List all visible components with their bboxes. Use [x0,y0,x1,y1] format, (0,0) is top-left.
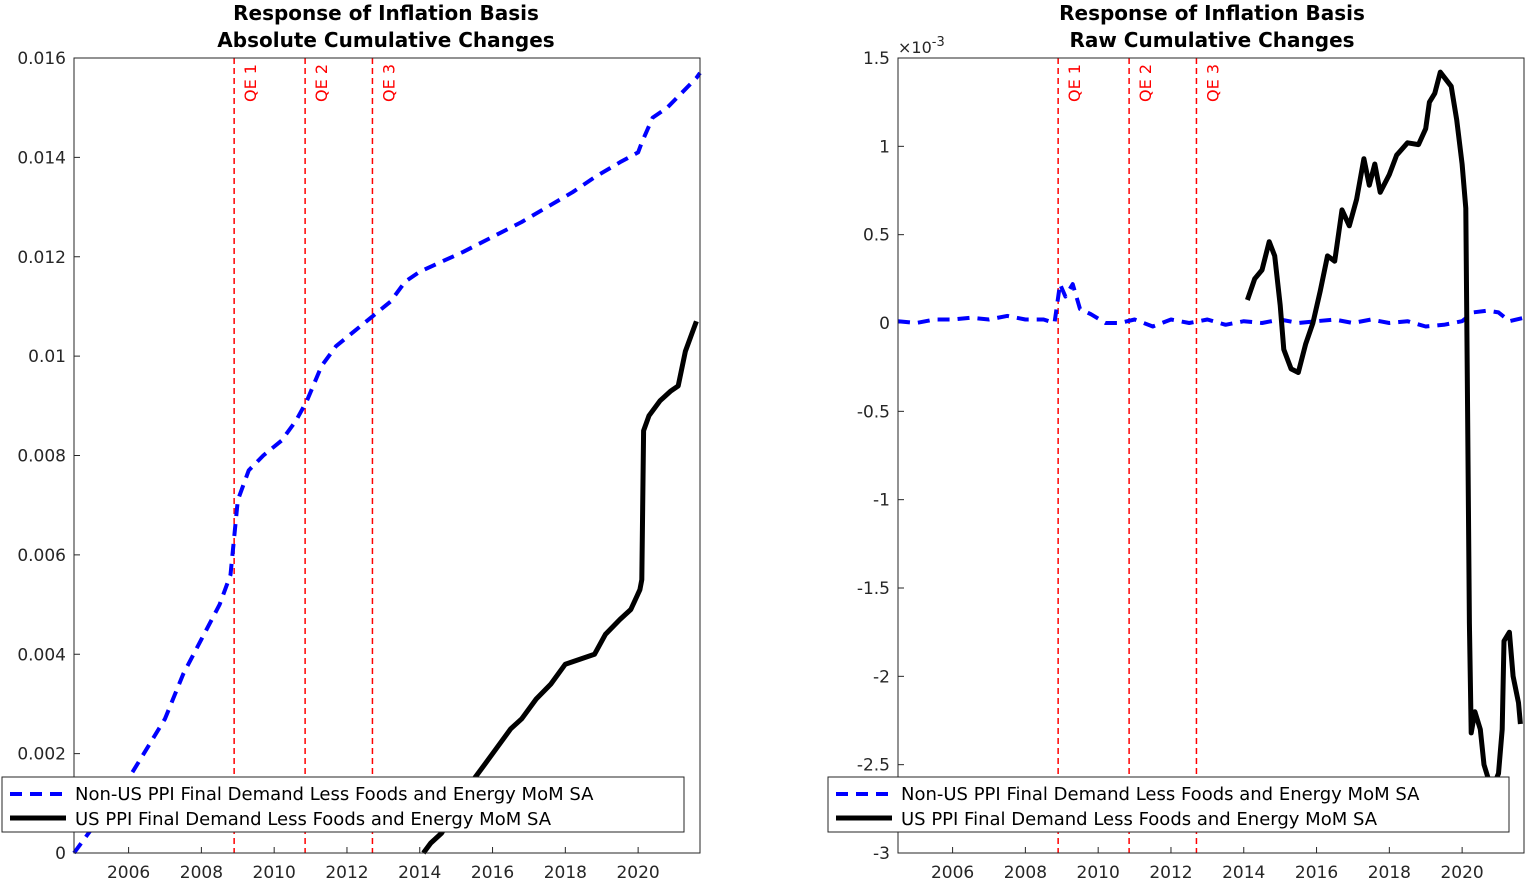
x-tick-label: 2008 [1004,863,1047,883]
y-tick-label: 0.014 [17,148,66,168]
x-tick-label: 2016 [1295,863,1338,883]
x-tick-label: 2010 [253,863,296,883]
left-legend-label-non-us: Non-US PPI Final Demand Less Foods and E… [75,784,594,805]
x-tick-label: 2018 [544,863,587,883]
y-tick-label: 0.5 [863,226,890,246]
x-tick-label: 2006 [107,863,150,883]
left-title-line-1: Response of Inflation Basis [233,1,539,25]
y-tick-label: -1.5 [857,579,890,599]
right-y-exponent-power: -3 [932,35,945,50]
right-legend-label-non-us: Non-US PPI Final Demand Less Foods and E… [901,784,1420,805]
qe-label: QE 1 [241,64,260,102]
right-y-axis: -3 -2.5 -2 -1.5 -1 -0.5 0 0.5 1 1.5 [857,49,904,864]
right-x-axis: 2006 2008 2010 2012 2014 2016 2018 2020 [931,847,1484,883]
y-tick-label: -3 [873,844,890,864]
right-legend-box [827,776,1510,833]
right-qe-lines: QE 1 QE 2 QE 3 [1057,58,1222,853]
left-series [72,71,702,855]
right-y-exponent-base: ×10 [898,38,932,57]
right-legend: Non-US PPI Final Demand Less Foods and E… [827,776,1510,833]
y-tick-label: -1 [873,491,890,511]
right-legend-label-us: US PPI Final Demand Less Foods and Energ… [901,809,1378,830]
right-panel: Response of Inflation Basis Raw Cumulati… [827,1,1525,883]
left-x-axis: 2006 2008 2010 2012 2014 2016 2018 2020 [107,847,660,883]
left-axes-box [73,57,701,854]
x-tick-label: 2014 [398,863,441,883]
qe-label: QE 2 [1136,64,1155,102]
right-title-line-1: Response of Inflation Basis [1059,1,1365,25]
y-tick-label: 0.004 [17,645,66,665]
y-tick-label: -2 [873,667,890,687]
right-y-exponent: ×10-3 [898,35,945,57]
right-axes-box [897,57,1525,854]
right-series [897,69,1525,785]
left-legend-label-us: US PPI Final Demand Less Foods and Energ… [75,809,552,830]
left-legend-box [1,776,685,833]
y-tick-label: 0.012 [17,248,66,268]
x-tick-label: 2020 [1440,863,1483,883]
left-qe-lines: QE 1 QE 2 QE 3 [233,58,398,853]
series-line-non-us [72,71,702,855]
y-tick-label: 1.5 [863,49,890,69]
x-tick-label: 2016 [471,863,514,883]
x-tick-label: 2018 [1368,863,1411,883]
left-y-axis: 0 0.002 0.004 0.006 0.008 0.01 0.012 0.014 0.016 [17,49,80,864]
series-line-non-us [897,282,1525,329]
y-tick-label: 0.01 [28,347,66,367]
left-panel: Response of Inflation Basis Absolute Cum… [1,1,702,883]
y-tick-label: 0.016 [17,49,66,69]
y-tick-label: 0.008 [17,447,66,467]
series-line-us [1245,69,1523,785]
y-tick-label: 0 [55,844,66,864]
x-tick-label: 2012 [1149,863,1192,883]
qe-label: QE 3 [379,64,398,102]
qe-label: QE 2 [312,64,331,102]
series-line-us [421,320,699,855]
x-tick-label: 2020 [616,863,659,883]
x-tick-label: 2014 [1222,863,1265,883]
qe-label: QE 1 [1065,64,1084,102]
left-legend: Non-US PPI Final Demand Less Foods and E… [1,776,685,833]
y-tick-label: 0.002 [17,745,66,765]
right-title-line-2: Raw Cumulative Changes [1069,28,1354,52]
x-tick-label: 2010 [1077,863,1120,883]
left-title-line-2: Absolute Cumulative Changes [217,28,554,52]
x-tick-label: 2012 [325,863,368,883]
qe-label: QE 3 [1203,64,1222,102]
x-tick-label: 2008 [180,863,223,883]
y-tick-label: -2.5 [857,756,890,776]
y-tick-label: -0.5 [857,402,890,422]
x-tick-label: 2006 [931,863,974,883]
y-tick-label: 1 [879,137,890,157]
y-tick-label: 0.006 [17,546,66,566]
y-tick-label: 0 [879,314,890,334]
